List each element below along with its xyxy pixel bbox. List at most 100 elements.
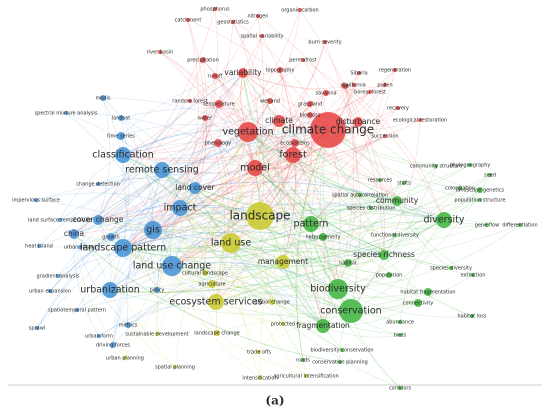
edge [97,162,256,185]
node [188,99,192,103]
edge [152,229,401,336]
node-label: china [64,229,84,238]
node [115,147,131,163]
edge [230,234,396,252]
edge [120,117,196,189]
edge [189,100,294,156]
edge [122,130,249,156]
edge [242,72,265,217]
edge [122,154,158,291]
node-label: sustainable development [125,332,188,338]
node-label: change detection [76,182,120,188]
node-label: population [376,273,403,279]
node-label: ecological restoration [393,118,447,124]
edge [97,219,176,368]
edge [36,131,249,329]
edge [302,59,445,221]
edge [152,182,405,233]
edge [279,69,297,263]
edge [337,288,473,318]
edge [152,91,371,231]
edge [35,199,324,327]
node-label: urban sprawl [64,245,97,251]
edge [396,200,452,269]
edge [161,169,206,274]
node-label: seed [484,173,496,179]
edge [215,301,419,318]
edge [161,169,481,212]
edge [259,196,398,217]
edge [65,112,173,267]
edge [122,154,390,276]
edge [322,236,330,327]
edge [122,187,461,253]
node-label: water [198,116,213,122]
edge [97,169,163,221]
edge [171,84,386,267]
edge [152,229,284,263]
edge [310,179,381,225]
edge [122,129,329,249]
node [398,386,402,390]
edge [189,72,244,102]
edge [230,242,307,377]
node [96,182,100,186]
edge [247,131,385,256]
edge [110,212,261,238]
edge [120,107,329,131]
node-label: spectral mixture analysis [35,111,98,117]
edge [171,265,324,327]
edge [97,72,244,221]
node-label: land surface temperature [28,218,92,224]
edge [294,142,398,202]
node-label: ecosystems [280,141,310,147]
edge [156,154,294,335]
edge [152,21,234,231]
edge [124,215,261,359]
edge [59,154,124,221]
node [200,57,206,63]
node-label: organic carbon [281,8,318,14]
node [398,320,402,324]
node [281,322,285,326]
edge [242,72,398,202]
edge [242,72,339,290]
node [173,365,177,369]
edge [124,265,173,359]
node-label: extinction [461,273,486,279]
node-label: topography [266,68,295,74]
edge [122,142,296,163]
edge [254,167,445,221]
node-label: river basin [147,50,174,56]
edge [152,75,216,231]
edge [213,131,249,303]
edge [279,69,297,263]
edge [215,189,481,303]
node [352,83,356,87]
edge [161,169,401,323]
edge [247,91,371,133]
edge [171,154,294,267]
edge [171,265,273,303]
edge [112,229,154,346]
node-label: metrics [119,323,138,329]
edge [254,167,474,276]
node-label: land use [211,238,252,249]
edge [122,194,361,250]
edge [152,114,311,231]
edge [292,107,399,156]
edge [247,131,349,264]
node [368,90,372,94]
edge [152,202,445,231]
edge [171,262,339,290]
node-label: management [258,257,308,266]
edge [73,169,163,235]
node-label: urban form [85,334,113,340]
edge [122,120,280,249]
node-label: land use change [133,261,211,272]
edge [171,131,249,267]
edge [322,129,341,327]
edge [242,72,359,123]
node [202,270,208,276]
edge [109,207,372,291]
